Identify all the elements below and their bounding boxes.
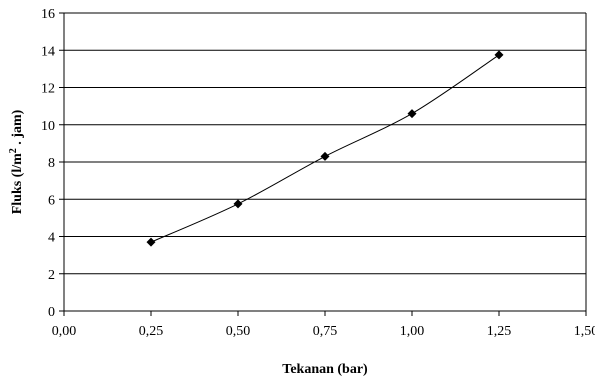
x-tick-label: 0,25 xyxy=(139,324,164,339)
y-axis-title-unit: . jam) xyxy=(10,109,25,148)
x-tick-label: 0,75 xyxy=(313,324,338,339)
grid-lines xyxy=(64,12,586,275)
x-axis-title: Tekanan (bar) xyxy=(282,362,368,377)
data-point xyxy=(233,199,243,209)
data-series xyxy=(146,50,504,247)
data-point xyxy=(494,50,504,60)
y-tick-label: 0 xyxy=(48,305,55,320)
x-tick-label: 0,00 xyxy=(52,324,77,339)
y-tick-label: 12 xyxy=(41,82,55,97)
axes xyxy=(59,12,587,316)
y-axis-title: Fluks (l/m2 . jam) xyxy=(8,109,26,214)
tick-labels: 0 2 4 6 8 10 12 14 16 0,00 0,25 0,50 0,75 1,00 1,25 1,5… xyxy=(41,7,595,339)
y-tick-label: 16 xyxy=(41,7,55,22)
data-point xyxy=(407,109,417,119)
x-tick-label: 1,50 xyxy=(574,324,595,339)
y-tick-label: 4 xyxy=(48,231,55,246)
data-point xyxy=(146,237,156,247)
x-tick-label: 0,50 xyxy=(226,324,251,339)
y-axis-title-main: Fluks (l/m xyxy=(10,153,25,214)
data-point xyxy=(320,151,330,161)
y-tick-label: 2 xyxy=(48,268,55,283)
y-tick-label: 8 xyxy=(48,156,55,171)
series-line xyxy=(150,54,500,243)
x-tick-label: 1,25 xyxy=(487,324,512,339)
y-tick-label: 10 xyxy=(41,119,55,134)
y-tick-label: 14 xyxy=(41,44,55,59)
y-tick-label: 6 xyxy=(48,193,55,208)
x-tick-label: 1,00 xyxy=(400,324,425,339)
y-axis-title-superscript: 2 xyxy=(8,148,19,153)
